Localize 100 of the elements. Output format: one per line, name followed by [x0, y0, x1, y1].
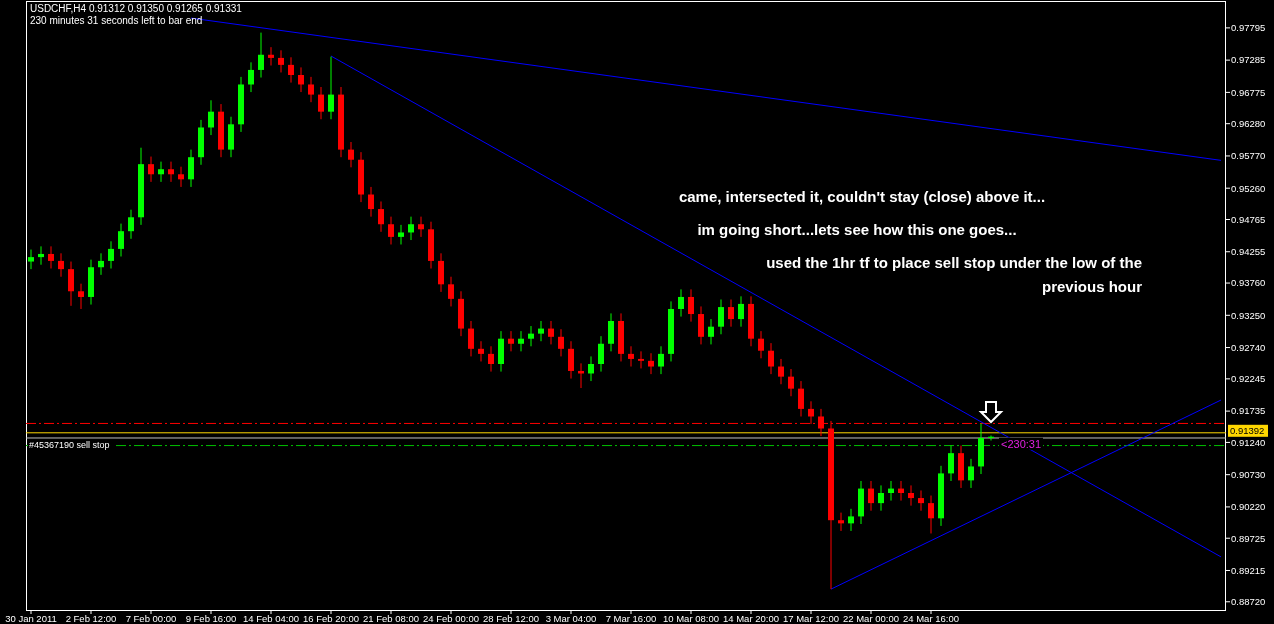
x-tick-label: 7 Mar 16:00 [605, 613, 657, 624]
y-tick-label: 0.96775 [1231, 86, 1266, 98]
y-tick-label: 0.97795 [1231, 22, 1266, 34]
candlestick [908, 484, 914, 507]
candlestick [918, 489, 924, 512]
candlestick [288, 56, 294, 84]
candlestick [158, 161, 164, 183]
candlestick [768, 342, 774, 375]
candlestick [258, 32, 264, 79]
annotation: im going short...lets see how this one goes... [697, 221, 1017, 238]
candlestick [148, 156, 154, 183]
y-tick-label: 0.88720 [1231, 596, 1266, 608]
candlestick [538, 320, 544, 342]
ref-line-label: 0.91392 [1230, 425, 1265, 437]
x-tick-label: 14 Feb 04:00 [243, 613, 299, 624]
candlestick [78, 283, 84, 310]
candlestick [788, 368, 794, 397]
candlestick [298, 66, 304, 93]
x-tick-label: 30 Jan 2011 [5, 613, 57, 624]
candlestick [598, 335, 604, 373]
y-tick-label: 0.92245 [1231, 373, 1266, 385]
x-tick-label: 10 Mar 08:00 [663, 613, 719, 624]
chart-title: USDCHF,H4 0.91312 0.91350 0.91265 0.91331 [30, 3, 243, 14]
x-tick-label: 3 Mar 04:00 [545, 613, 597, 624]
candlestick [718, 298, 724, 335]
x-tick-label: 22 Mar 00:00 [843, 613, 899, 624]
candlestick [268, 46, 274, 66]
candlestick [698, 305, 704, 345]
candlestick [688, 288, 694, 323]
y-tick-label: 0.91735 [1231, 405, 1266, 417]
y-tick-label: 0.89215 [1231, 564, 1266, 576]
candlestick [658, 345, 664, 375]
candlestick [468, 320, 474, 357]
candlestick [28, 249, 34, 270]
candlestick [508, 330, 514, 352]
candlestick [368, 186, 374, 218]
x-tick-label: 24 Feb 00:00 [423, 613, 479, 624]
candlestick [528, 325, 534, 347]
y-tick-label: 0.93250 [1231, 309, 1266, 321]
ref-line-label: #45367190 sell stop [29, 439, 110, 450]
candlestick [588, 355, 594, 382]
candlestick [778, 358, 784, 385]
candlestick [48, 245, 54, 269]
annotation: used the 1hr tf to place sell stop under the low of the [766, 254, 1142, 271]
x-tick-label: 9 Feb 16:00 [185, 613, 237, 624]
candlestick [438, 252, 444, 293]
candlestick [378, 200, 384, 233]
candlestick [608, 312, 614, 352]
candlestick [388, 216, 394, 245]
candlestick [948, 445, 954, 482]
candlestick [248, 61, 254, 93]
candlestick [38, 245, 44, 266]
y-tick-label: 0.90220 [1231, 501, 1266, 513]
x-tick-label: 2 Feb 12:00 [65, 613, 117, 624]
candlestick [798, 380, 804, 417]
candlestick [678, 288, 684, 318]
y-tick-label: 0.90730 [1231, 468, 1266, 480]
candlestick [738, 295, 744, 328]
y-tick-label: 0.94765 [1231, 213, 1266, 225]
candlestick [638, 350, 644, 369]
candlestick [278, 49, 284, 73]
candlestick [408, 216, 414, 241]
y-tick-label: 0.94255 [1231, 246, 1266, 258]
y-tick-label: 0.95770 [1231, 150, 1266, 162]
y-tick-label: 0.93760 [1231, 277, 1266, 289]
candlestick [838, 512, 844, 532]
candlestick [548, 320, 554, 345]
candlestick [318, 86, 324, 120]
candlestick [108, 240, 114, 269]
candlestick [58, 252, 64, 278]
candlestick [308, 76, 314, 103]
x-tick-label: 7 Feb 00:00 [125, 613, 177, 624]
candlestick [478, 340, 484, 362]
candlestick [568, 340, 574, 380]
candlestick [208, 99, 214, 136]
x-tick-label: 21 Feb 08:00 [363, 613, 419, 624]
candlestick [398, 224, 404, 245]
candlestick [758, 330, 764, 359]
x-tick-label: 24 Mar 16:00 [903, 613, 959, 624]
candlestick [168, 161, 174, 183]
candlestick [348, 141, 354, 168]
annotation: <230:31 [1001, 437, 1042, 450]
candlestick [328, 56, 334, 120]
x-tick-label: 16 Feb 20:00 [303, 613, 359, 624]
candlestick [118, 223, 124, 257]
y-tick-label: 0.96280 [1231, 118, 1266, 130]
x-tick-label: 28 Feb 12:00 [483, 613, 539, 624]
y-tick-label: 0.89725 [1231, 532, 1266, 544]
candlestick [488, 345, 494, 373]
y-tick-label: 0.95260 [1231, 182, 1266, 194]
candlestick [188, 149, 194, 188]
candlestick [708, 318, 714, 345]
annotation: came, intersected it, couldn't stay (close) above it... [678, 188, 1046, 205]
candlestick [968, 458, 974, 489]
candlestick [558, 328, 564, 357]
candlestick [648, 352, 654, 375]
candlestick [628, 345, 634, 368]
candlestick [848, 508, 854, 532]
candlestick [418, 216, 424, 238]
candlestick [128, 209, 134, 240]
